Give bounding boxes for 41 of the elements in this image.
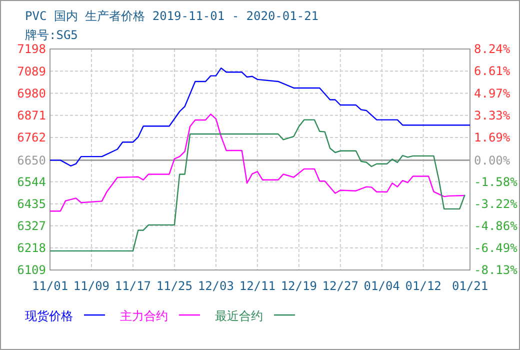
y2-tick-label: -1.58% bbox=[474, 174, 518, 189]
x-tick-label: 01/12 bbox=[405, 279, 442, 293]
y-tick-label: 6762 bbox=[17, 130, 46, 145]
y2-tick-label: -8.13% bbox=[474, 263, 518, 278]
y-tick-label: 6327 bbox=[17, 218, 46, 233]
x-tick-label: 12/19 bbox=[280, 279, 317, 293]
y2-tick-label: -4.86% bbox=[474, 219, 518, 234]
legend-label: 现货价格 bbox=[25, 309, 73, 323]
chart-title: PVC 国内 生产者价格 2019-11-01 - 2020-01-21 bbox=[25, 9, 319, 23]
x-tick-label: 11/17 bbox=[114, 279, 152, 293]
x-tick-label: 11/01 bbox=[32, 279, 68, 293]
y-tick-label: 7198 bbox=[17, 42, 46, 56]
line-series bbox=[49, 67, 471, 166]
legend-label: 主力合约 bbox=[120, 309, 168, 323]
x-tick-label: 12/03 bbox=[198, 279, 234, 293]
y-tick-label: 6435 bbox=[17, 197, 46, 212]
x-tick-label: 11/09 bbox=[73, 279, 110, 293]
line-series bbox=[49, 119, 466, 252]
y-tick-label: 6544 bbox=[17, 174, 46, 189]
legend-label: 最近合约 bbox=[215, 309, 263, 323]
y-tick-label: 7089 bbox=[17, 64, 46, 78]
y2-tick-label: 4.97% bbox=[474, 86, 511, 100]
x-tick-label: 12/27 bbox=[322, 279, 358, 293]
y2-tick-label: -3.22% bbox=[474, 196, 518, 211]
x-tick-label: 01/04 bbox=[364, 279, 400, 293]
y-tick-label: 6650 bbox=[17, 153, 46, 168]
y2-tick-label: 1.69% bbox=[474, 130, 511, 145]
y-tick-label: 6980 bbox=[17, 86, 46, 100]
x-tick-label: 01/21 bbox=[452, 279, 488, 293]
y2-tick-label: -6.49% bbox=[474, 241, 518, 256]
y2-tick-label: 0.00% bbox=[474, 153, 511, 168]
x-tick-label: 12/11 bbox=[239, 279, 276, 293]
line-series bbox=[49, 114, 466, 212]
y2-tick-label: 6.61% bbox=[474, 64, 511, 78]
y-tick-label: 6218 bbox=[17, 241, 46, 256]
y-tick-label: 6109 bbox=[17, 263, 46, 278]
y2-tick-label: 8.24% bbox=[474, 42, 511, 56]
y2-tick-label: 3.33% bbox=[474, 108, 511, 122]
x-tick-label: 11/25 bbox=[156, 279, 193, 293]
y-tick-label: 6871 bbox=[17, 108, 46, 123]
chart-subtitle: 牌号:SG5 bbox=[25, 28, 78, 42]
